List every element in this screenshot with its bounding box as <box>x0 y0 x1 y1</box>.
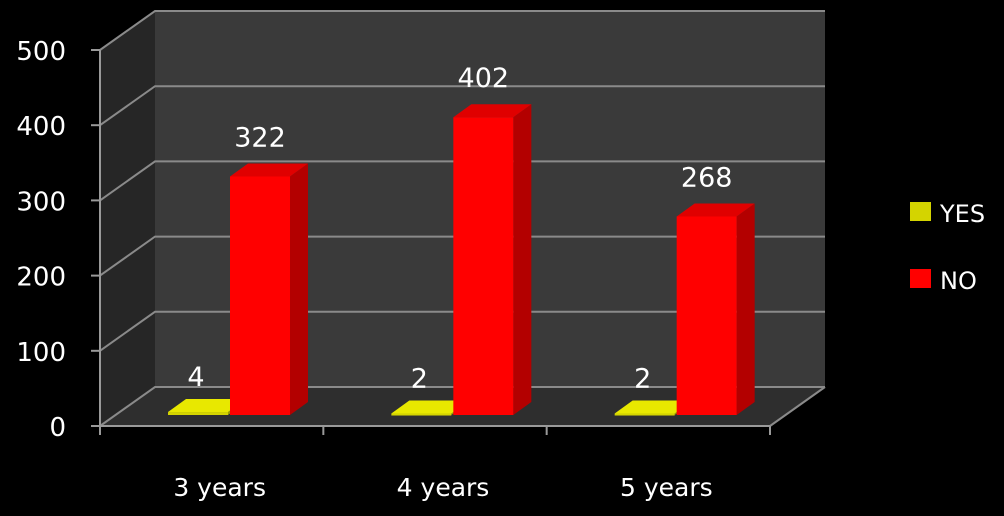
bar-top-yes <box>614 400 693 414</box>
gridline <box>99 310 825 352</box>
bar-top-yes <box>391 400 470 414</box>
data-label: 402 <box>458 63 510 94</box>
data-label: 4 <box>187 362 204 393</box>
floor-edge <box>769 386 826 427</box>
x-tick-label: 3 years <box>173 473 266 502</box>
bar-top-no <box>676 203 755 217</box>
legend-label-yes: YES <box>939 200 985 228</box>
bar-yes <box>391 413 452 416</box>
gridlines <box>99 10 825 427</box>
bars <box>168 104 755 416</box>
bar-top-no <box>230 163 308 177</box>
y-tick-label: 0 <box>49 413 66 443</box>
data-label: 322 <box>234 122 286 153</box>
x-tick-label: 4 years <box>397 473 490 502</box>
y-tick-label: 100 <box>16 338 66 368</box>
bar-no <box>453 117 514 415</box>
bar-yes <box>168 412 228 415</box>
bar-top-no <box>453 104 532 118</box>
gridline <box>99 10 825 51</box>
bar-top-yes <box>168 399 246 413</box>
legend-swatch-no <box>910 269 931 288</box>
bar-no <box>676 216 737 415</box>
legend: YES NO <box>910 200 985 295</box>
y-tick-label: 400 <box>16 112 66 142</box>
gridline <box>99 160 825 202</box>
data-label: 268 <box>681 162 733 193</box>
gridline <box>99 85 825 127</box>
bar-side-no <box>513 104 532 415</box>
bar-side-no <box>290 163 308 415</box>
bar-side-no <box>736 203 755 415</box>
gridline <box>99 235 825 277</box>
x-tick-label: 5 years <box>620 473 713 502</box>
axes: 0 100 200 300 400 500 3 years 4 years 5 years <box>16 37 826 502</box>
bar-no <box>230 176 290 415</box>
legend-label-no: NO <box>940 267 977 295</box>
y-tick-label: 300 <box>16 187 66 217</box>
y-tick-label: 200 <box>16 263 66 293</box>
legend-swatch-yes <box>910 202 931 221</box>
data-label: 2 <box>634 364 651 395</box>
side-wall <box>100 11 155 426</box>
gridline <box>99 386 825 427</box>
data-label: 2 <box>411 364 428 395</box>
y-tick-label: 500 <box>16 37 66 67</box>
data-labels: 4 322 2 402 2 268 <box>187 63 732 394</box>
bar-yes <box>614 413 675 416</box>
